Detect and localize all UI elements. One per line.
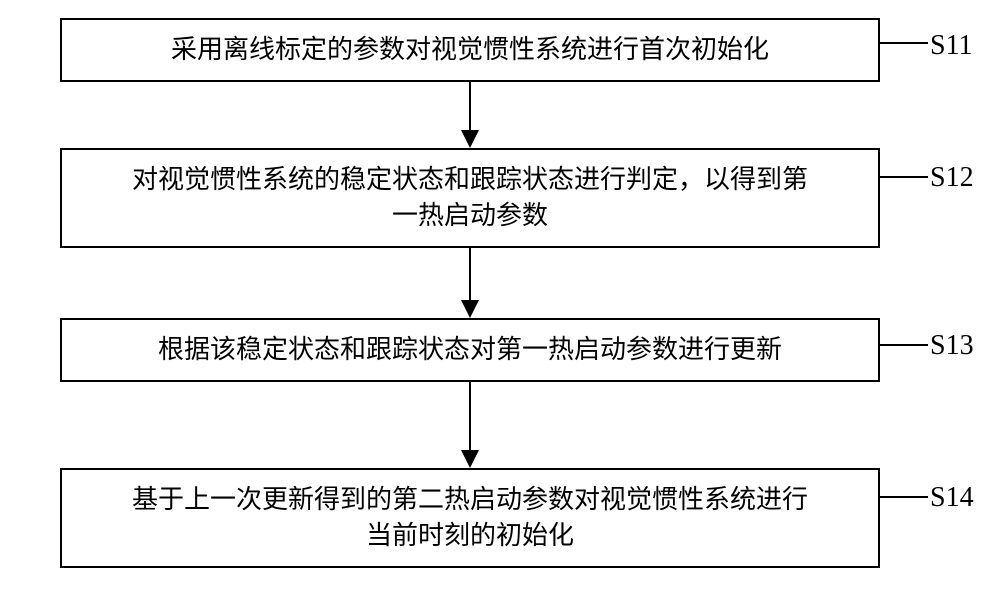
label-connector-s11 (880, 42, 928, 44)
flow-step-s13-text: 根据该稳定状态和跟踪状态对第一热启动参数进行更新 (158, 332, 782, 368)
arrow-1-line (469, 82, 471, 130)
flowchart-canvas: 采用离线标定的参数对视觉惯性系统进行首次初始化 S11 对视觉惯性系统的稳定状态… (0, 0, 1000, 589)
label-connector-s14 (880, 496, 928, 498)
arrow-3-head (461, 450, 479, 468)
arrow-2-head (461, 300, 479, 318)
flow-step-s12-text: 对视觉惯性系统的稳定状态和跟踪状态进行判定，以得到第 一热启动参数 (132, 162, 808, 235)
flow-step-s14-label: S14 (930, 482, 974, 514)
arrow-3-line (469, 382, 471, 450)
label-connector-s13 (880, 344, 928, 346)
flow-step-s14-text: 基于上一次更新得到的第二热启动参数对视觉惯性系统进行 当前时刻的初始化 (132, 482, 808, 555)
flow-step-s11: 采用离线标定的参数对视觉惯性系统进行首次初始化 (60, 18, 880, 82)
flow-step-s12-label: S12 (930, 162, 974, 194)
flow-step-s11-text: 采用离线标定的参数对视觉惯性系统进行首次初始化 (171, 32, 769, 68)
flow-step-s11-label: S11 (930, 30, 973, 62)
arrow-2-line (469, 248, 471, 300)
arrow-1-head (461, 130, 479, 148)
flow-step-s13: 根据该稳定状态和跟踪状态对第一热启动参数进行更新 (60, 318, 880, 382)
flow-step-s13-label: S13 (930, 330, 974, 362)
flow-step-s12: 对视觉惯性系统的稳定状态和跟踪状态进行判定，以得到第 一热启动参数 (60, 148, 880, 248)
flow-step-s14: 基于上一次更新得到的第二热启动参数对视觉惯性系统进行 当前时刻的初始化 (60, 468, 880, 568)
label-connector-s12 (880, 176, 928, 178)
